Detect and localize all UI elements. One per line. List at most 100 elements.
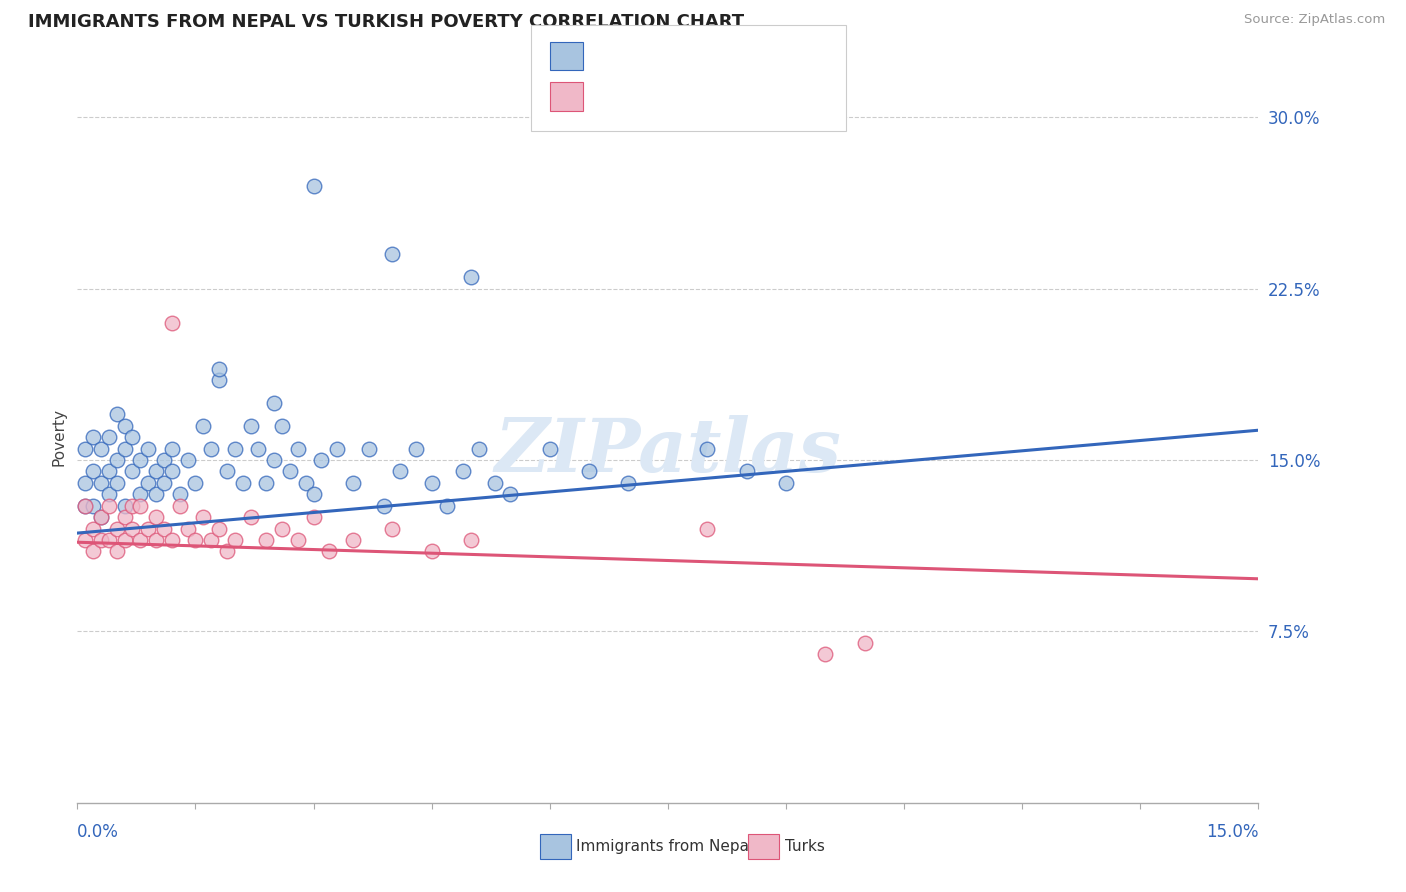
Point [460,270,482,285]
Point [105,475,128,490]
Point [420,544,443,558]
Point [200,533,222,547]
Point [97,533,120,547]
Point [389,464,412,478]
Point [254,475,277,490]
Point [263,453,285,467]
Point [302,178,325,193]
Point [82,521,104,535]
Text: ZIPatlas: ZIPatlas [495,416,841,488]
Point [696,442,718,456]
Point [499,487,522,501]
Point [342,533,364,547]
Text: Turks: Turks [785,839,824,854]
Point [121,521,143,535]
Point [232,475,254,490]
Point [136,475,159,490]
Point [617,475,640,490]
Point [75,442,97,456]
Point [129,487,152,501]
Point [381,247,404,261]
Point [224,533,246,547]
Point [114,510,136,524]
Point [311,453,333,467]
Point [75,533,97,547]
Point [105,407,128,421]
Point [302,510,325,524]
Point [153,521,176,535]
Point [176,453,198,467]
Point [114,418,136,433]
Point [287,533,309,547]
Point [271,521,294,535]
Point [90,510,112,524]
Point [82,544,104,558]
Point [169,487,191,501]
Point [381,521,404,535]
Point [105,453,128,467]
Text: Immigrants from Nepal: Immigrants from Nepal [576,839,754,854]
Point [239,418,262,433]
Point [342,475,364,490]
Point [121,464,143,478]
Point [184,533,207,547]
Point [129,453,152,467]
Point [136,521,159,535]
Point [114,499,136,513]
Text: 0.0%: 0.0% [77,823,120,841]
Point [578,464,600,478]
Point [538,442,561,456]
Point [114,442,136,456]
Point [184,475,207,490]
Point [145,510,167,524]
Point [176,521,198,535]
Text: -0.071: -0.071 [638,87,697,105]
Point [160,442,183,456]
Point [696,521,718,535]
Text: R =: R = [588,47,619,65]
Y-axis label: Poverty: Poverty [51,408,66,467]
Point [90,533,112,547]
Point [208,361,231,376]
Point [254,533,277,547]
Point [82,499,104,513]
Point [193,510,215,524]
Point [145,533,167,547]
Point [239,510,262,524]
Point [82,464,104,478]
Point [153,453,176,467]
Point [208,373,231,387]
Point [145,487,167,501]
Point [215,544,238,558]
Point [97,499,120,513]
Point [160,316,183,330]
Point [405,442,427,456]
Point [105,544,128,558]
Point [318,544,340,558]
Text: Source: ZipAtlas.com: Source: ZipAtlas.com [1244,13,1385,27]
Point [373,499,395,513]
Point [105,521,128,535]
Point [160,533,183,547]
Point [169,499,191,513]
Point [200,442,222,456]
Point [75,499,97,513]
Point [814,647,837,661]
Point [75,475,97,490]
Point [97,464,120,478]
Point [468,442,491,456]
Point [436,499,458,513]
Point [302,487,325,501]
Point [129,499,152,513]
Text: 15.0%: 15.0% [1206,823,1258,841]
Point [247,442,270,456]
Point [90,442,112,456]
Point [775,475,797,490]
Point [287,442,309,456]
Point [484,475,506,490]
Point [90,475,112,490]
Point [153,475,176,490]
Point [215,464,238,478]
Point [208,521,231,535]
Point [136,442,159,456]
